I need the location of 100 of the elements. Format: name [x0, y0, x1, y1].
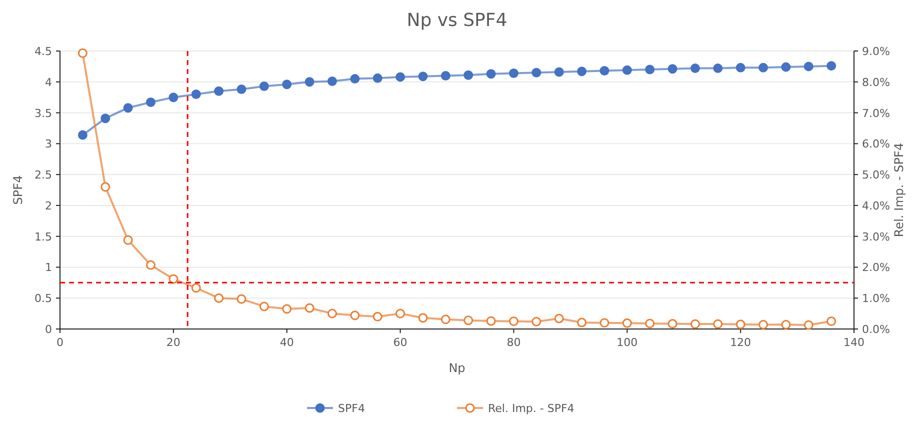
y2-tick-label: 0.0% [862, 323, 890, 336]
y2-tick-label: 8.0% [862, 76, 890, 89]
y-tick-label: 2 [45, 199, 52, 212]
point [100, 182, 110, 192]
point [464, 70, 474, 80]
point [282, 304, 292, 314]
point [736, 62, 746, 72]
point [396, 308, 406, 318]
point [622, 65, 632, 75]
point [396, 72, 406, 82]
point [440, 314, 450, 324]
point [532, 316, 542, 326]
point [123, 235, 133, 245]
point [372, 312, 382, 322]
point [758, 62, 768, 72]
y-tick-label: 3 [45, 138, 52, 151]
x-tick-label: 40 [280, 336, 294, 349]
point [146, 98, 156, 108]
y-tick-label: 0 [45, 323, 52, 336]
point [645, 318, 655, 328]
y-tick-label: 2.5 [34, 168, 52, 182]
point [168, 274, 178, 284]
point [418, 72, 428, 82]
x-axis-title: Np [448, 361, 466, 375]
x-tick-label: 0 [56, 336, 64, 349]
point [804, 320, 814, 330]
point [781, 62, 791, 72]
point [350, 74, 360, 84]
legend-label: Rel. Imp. - SPF4 [488, 402, 574, 415]
point [123, 103, 133, 113]
point [78, 130, 88, 140]
point [259, 302, 269, 312]
point [713, 319, 723, 329]
point [736, 320, 746, 330]
point [327, 76, 337, 86]
point [304, 303, 314, 313]
y2-tick-label: 3.0% [862, 230, 890, 244]
point [418, 313, 428, 323]
point [577, 318, 587, 328]
point [600, 66, 610, 76]
point [508, 316, 518, 326]
point [758, 320, 768, 330]
point [259, 81, 269, 91]
chart-title: Np vs SPF4 [406, 10, 508, 31]
point [554, 67, 564, 77]
point [554, 314, 564, 324]
point [168, 92, 178, 102]
y-tick-label: 0.5 [34, 292, 52, 306]
point [690, 319, 700, 329]
y2-tick-label: 4.0% [862, 199, 890, 212]
x-tick-label: 120 [730, 336, 752, 349]
y2-tick-label: 5.0% [862, 168, 890, 182]
point [713, 64, 723, 74]
point [826, 61, 836, 71]
point [191, 283, 201, 293]
point [236, 84, 246, 94]
point [668, 319, 678, 328]
point [577, 66, 587, 76]
y-tick-label: 1.5 [34, 230, 52, 244]
x-tick-label: 20 [166, 336, 180, 349]
point [191, 89, 201, 99]
point [440, 70, 450, 80]
x-tick-label: 80 [506, 336, 521, 349]
y2-tick-label: 7.0% [862, 106, 890, 120]
y-tick-label: 1 [45, 261, 52, 274]
point [645, 64, 655, 74]
point [508, 68, 518, 78]
point [622, 318, 632, 328]
y-tick-label: 4.5 [34, 45, 52, 58]
point [350, 310, 360, 320]
x-tick-label: 60 [393, 336, 408, 349]
y2-tick-label: 1.0% [862, 292, 890, 306]
point [146, 260, 156, 270]
y2-axis-title: Rel. Imp. - SPF4 [892, 142, 906, 238]
point [486, 316, 496, 326]
point [214, 293, 224, 303]
point [826, 316, 836, 326]
point [804, 62, 814, 72]
point [600, 318, 610, 328]
point [282, 80, 292, 90]
point [690, 64, 700, 74]
x-tick-label: 140 [844, 336, 864, 349]
y-axis-title: SPF4 [11, 175, 25, 205]
x-tick-label: 100 [616, 336, 638, 349]
point [327, 308, 337, 318]
point [532, 68, 542, 78]
point [781, 320, 791, 330]
point [304, 77, 314, 87]
legend-label: SPF4 [338, 402, 365, 415]
point [372, 73, 382, 83]
y2-tick-label: 2.0% [862, 261, 890, 274]
point [486, 69, 496, 79]
y-tick-label: 3.5 [34, 106, 52, 120]
point [668, 64, 678, 74]
y2-tick-label: 9.0% [862, 45, 890, 58]
point [100, 114, 110, 124]
y2-tick-label: 6.0% [862, 138, 890, 151]
point [78, 48, 88, 58]
point [236, 294, 246, 304]
point [464, 316, 474, 326]
